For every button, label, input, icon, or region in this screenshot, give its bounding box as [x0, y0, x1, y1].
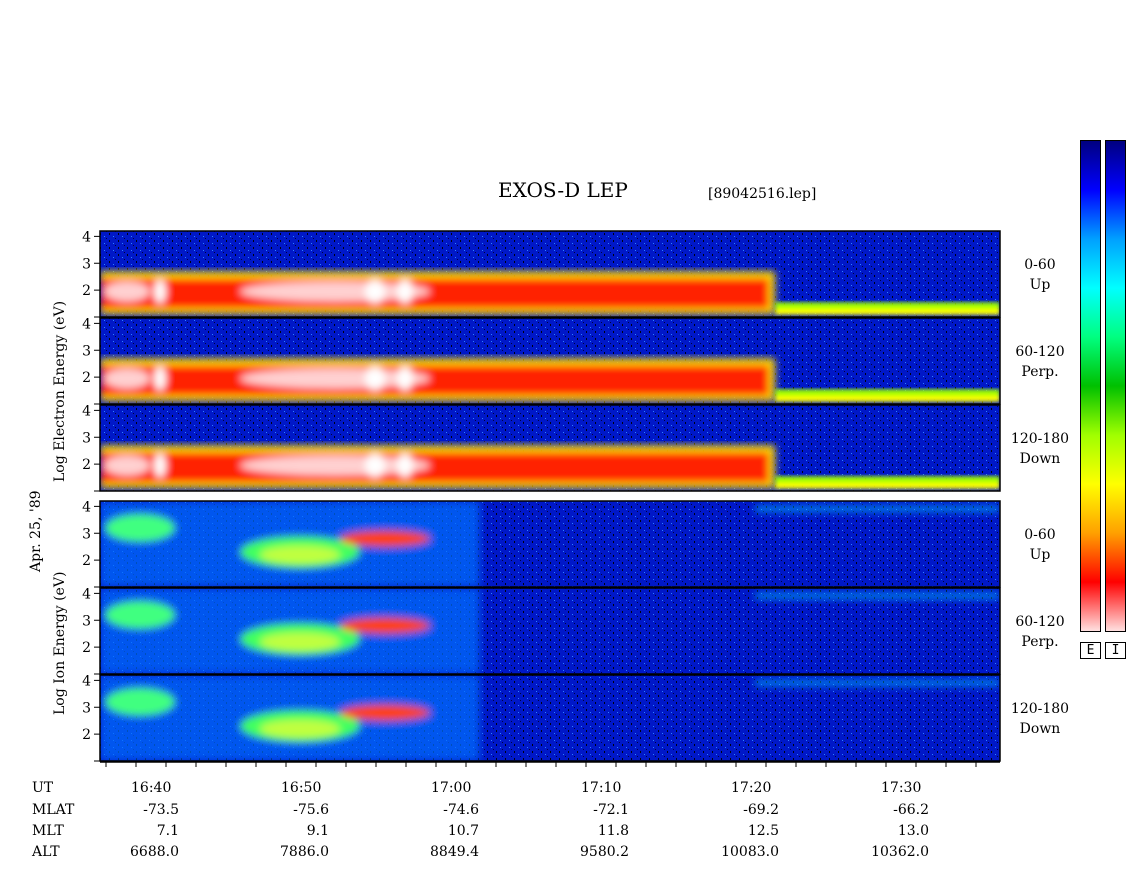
y-tick-label: 4	[82, 403, 91, 419]
ephemeris-ut-value: 17:20	[731, 780, 772, 796]
y-tick-label: 4	[82, 316, 91, 332]
panel-label-1: 0-60 Up	[1005, 255, 1075, 295]
y-tick-label: 2	[82, 370, 91, 386]
y-tick-label: 2	[82, 727, 91, 743]
ephemeris-alt-value: 7886.0	[280, 844, 329, 860]
ephemeris-row-label: UT	[32, 780, 54, 796]
panel-label-5: 60-120 Perp.	[1005, 612, 1075, 652]
y-tick-label: 4	[82, 499, 91, 515]
panel-frame	[99, 674, 1001, 762]
y-tick-label: 4	[82, 673, 91, 689]
spectrogram-panel-2	[99, 317, 1001, 405]
panel-direction: Perp.	[1021, 634, 1059, 650]
spectrogram-panels	[99, 230, 1001, 762]
chart-title: EXOS-D LEP	[498, 178, 628, 202]
electron-axis-label: Log Electron Energy (eV)	[52, 300, 68, 482]
y-tick-label: 2	[82, 283, 91, 299]
ephemeris-alt-value: 9580.2	[580, 844, 629, 860]
ephemeris-mlat-value: -69.2	[743, 802, 779, 818]
panel-angle: 60-120	[1015, 344, 1065, 360]
electron-flux-band	[100, 358, 775, 402]
panel-label-3: 120-180 Down	[1005, 429, 1075, 469]
y-tick-label: 3	[82, 430, 91, 446]
ion-flux-band	[100, 501, 1000, 587]
colorbar-label-i: I	[1105, 642, 1126, 659]
panel-label-6: 120-180 Down	[1005, 699, 1075, 739]
y-tick-label: 3	[82, 526, 91, 542]
panel-frame	[99, 587, 1001, 675]
date-label: Apr. 25, '89	[28, 490, 44, 572]
ephemeris-alt-value: 10362.0	[871, 844, 929, 860]
ephemeris-mlt-value: 12.5	[747, 823, 779, 839]
ion-flux-band	[100, 588, 1000, 674]
y-tick-label: 2	[82, 553, 91, 569]
y-tick-label: 4	[82, 586, 91, 602]
ephemeris-mlat-value: -66.2	[893, 802, 929, 818]
ephemeris-alt-value: 8849.4	[430, 844, 479, 860]
panel-label-2: 60-120 Perp.	[1005, 342, 1075, 382]
y-tick-label: 3	[82, 256, 91, 272]
ephemeris-ut-value: 17:30	[881, 780, 922, 796]
spectrogram-panel-1	[99, 230, 1001, 318]
spectrogram-axes: 2 3 4 2 3 4 2 3 4 2 3 4 2 3 4 2 3 4	[82, 229, 1000, 767]
ephemeris-alt-value: 10083.0	[721, 844, 779, 860]
spectrogram-panel-5	[99, 587, 1001, 675]
ephemeris-mlat-value: -73.5	[143, 802, 179, 818]
panel-frame	[99, 404, 1001, 492]
panel-label-4: 0-60 Up	[1005, 525, 1075, 565]
ephemeris-ut-value: 16:50	[281, 780, 322, 796]
ephemeris-mlt-value: 11.8	[597, 823, 629, 839]
electron-low-band	[775, 389, 1000, 402]
electron-flux-band	[100, 271, 775, 315]
ephemeris-row-label: MLAT	[32, 802, 75, 818]
panel-frame	[99, 317, 1001, 405]
ephemeris-mlt-value: 7.1	[156, 823, 179, 839]
panel-direction: Perp.	[1021, 364, 1059, 380]
ephemeris-ut-value: 17:00	[431, 780, 472, 796]
panel-direction: Up	[1029, 547, 1051, 563]
y-tick-label: 2	[82, 457, 91, 473]
panel-direction: Down	[1019, 721, 1061, 737]
panel-direction: Up	[1029, 277, 1051, 293]
panel-angle: 60-120	[1015, 614, 1065, 630]
y-tick-label: 3	[82, 700, 91, 716]
ephemeris-mlat-value: -72.1	[593, 802, 629, 818]
panel-direction: Down	[1019, 451, 1061, 467]
panel-frame	[99, 230, 1001, 318]
panel-angle: 0-60	[1024, 257, 1056, 273]
electron-low-band	[775, 476, 1000, 489]
y-tick-label: 4	[82, 229, 91, 245]
ephemeris-mlt-value: 9.1	[306, 823, 329, 839]
ephemeris-ut-value: 17:10	[581, 780, 622, 796]
colorbar-ion	[1105, 140, 1126, 632]
ephemeris-alt-value: 6688.0	[130, 844, 179, 860]
y-tick-label: 3	[82, 613, 91, 629]
file-label: [89042516.lep]	[708, 186, 817, 202]
ephemeris-mlat-value: -75.6	[293, 802, 329, 818]
ephemeris-row-label: MLT	[32, 823, 64, 839]
panel-angle: 120-180	[1010, 431, 1070, 447]
spectrogram-panel-6	[99, 674, 1001, 762]
y-tick-label: 3	[82, 343, 91, 359]
panel-angle: 120-180	[1010, 701, 1070, 717]
spectrogram-panel-4	[99, 500, 1001, 588]
panel-angle: 0-60	[1024, 527, 1056, 543]
ion-flux-band	[100, 675, 1000, 761]
ephemeris-mlt-value: 13.0	[897, 823, 929, 839]
electron-flux-band	[100, 445, 775, 489]
ion-axis-label: Log Ion Energy (eV)	[52, 571, 68, 715]
colorbar-label-e: E	[1080, 642, 1101, 659]
colorbar-electron	[1080, 140, 1101, 632]
electron-low-band	[775, 302, 1000, 315]
ephemeris-ut-value: 16:40	[131, 780, 172, 796]
ephemeris-mlat-value: -74.6	[443, 802, 479, 818]
panel-frame	[99, 500, 1001, 588]
ephemeris-mlt-value: 10.7	[447, 823, 479, 839]
spectrogram-panel-3	[99, 404, 1001, 492]
y-tick-label: 2	[82, 640, 91, 656]
ephemeris-row-label: ALT	[32, 844, 60, 860]
